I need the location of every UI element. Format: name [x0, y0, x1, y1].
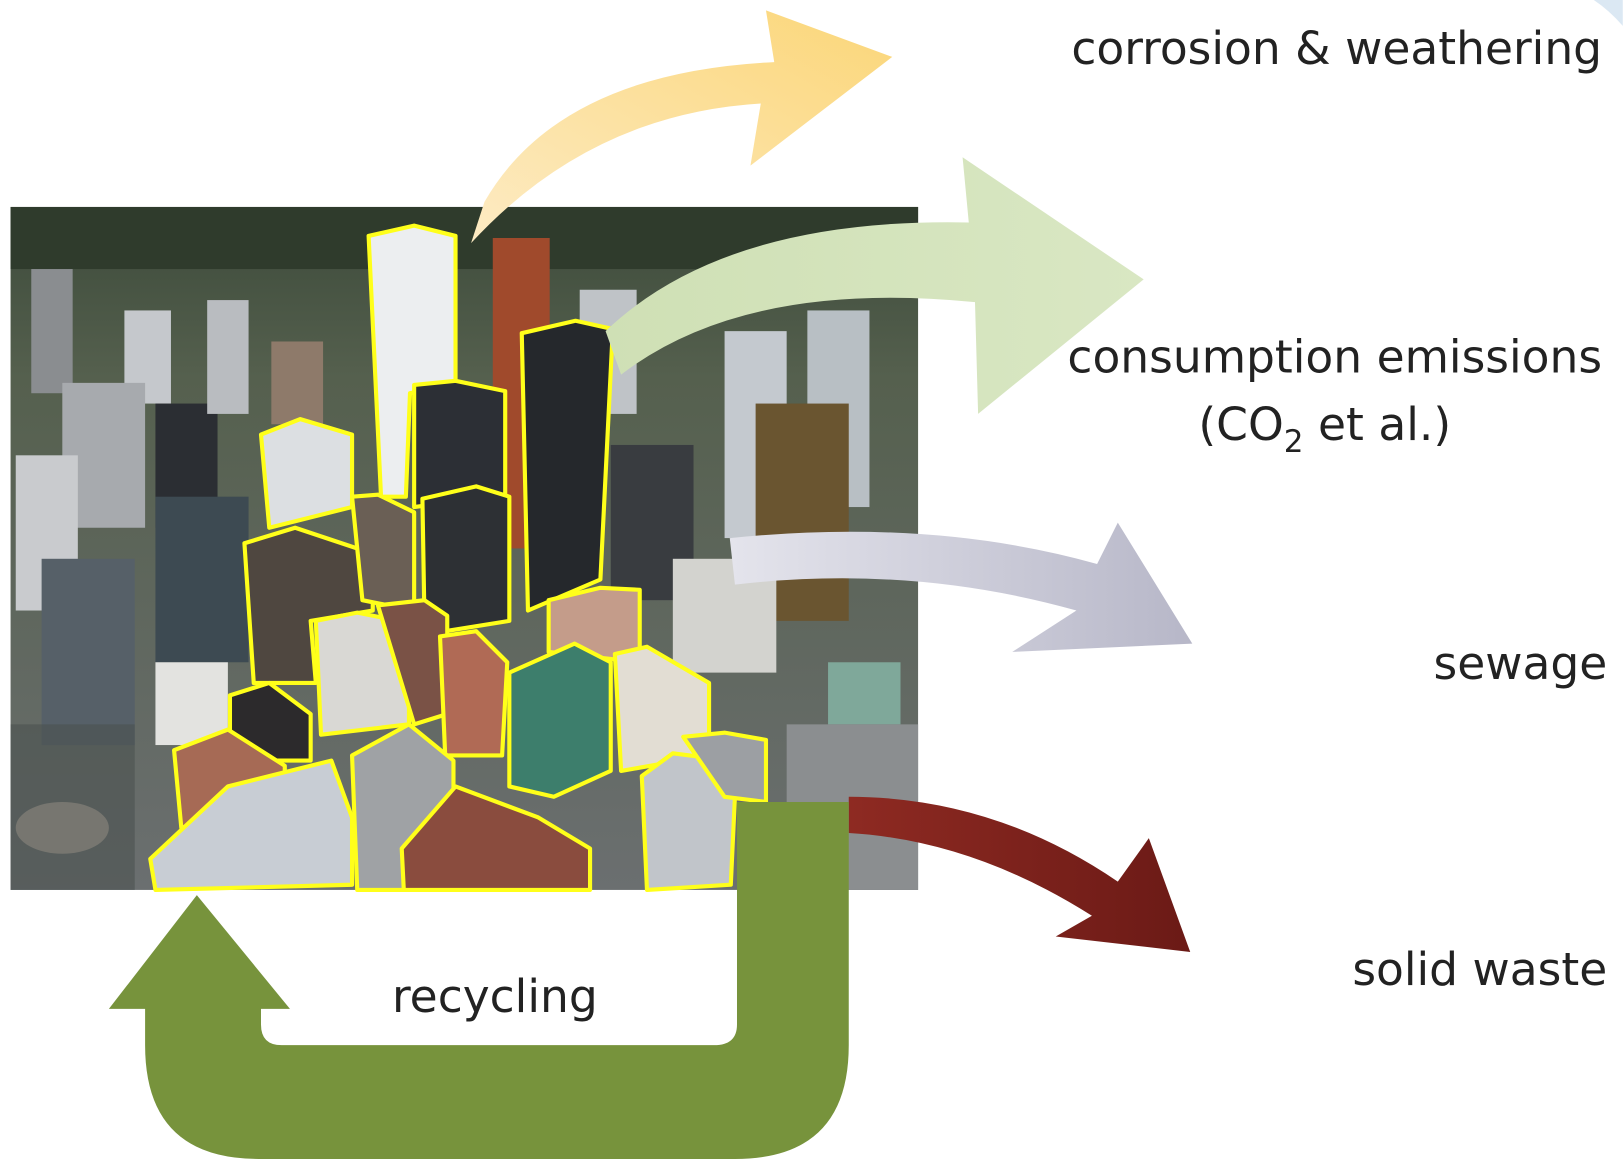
text-part: et al.)	[1304, 398, 1452, 451]
label-corrosion: corrosion & weathering	[1071, 22, 1602, 75]
text-part: (CO	[1198, 398, 1283, 451]
label-recycling: recycling	[392, 970, 598, 1023]
arrow-solid-waste	[848, 796, 1191, 953]
city-image	[10, 206, 919, 892]
label-emissions: consumption emissions	[1067, 331, 1602, 384]
label-sewage: sewage	[1434, 637, 1608, 690]
label-emissions-detail: (CO2 et al.)	[1198, 398, 1451, 460]
arrow-recycling	[108, 801, 849, 1159]
arrow-sewage	[729, 522, 1193, 652]
corner-decoration	[1593, 0, 1623, 26]
arrow-corrosion	[471, 10, 893, 244]
arrow-emissions	[605, 157, 1144, 414]
label-solid-waste: solid waste	[1352, 943, 1607, 996]
subscript: 2	[1284, 424, 1304, 460]
